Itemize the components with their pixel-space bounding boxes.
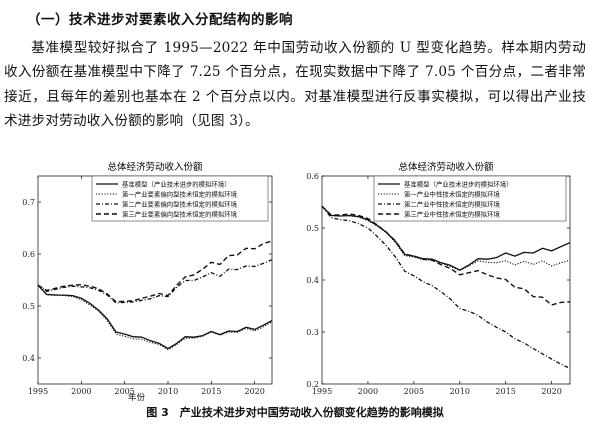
y-tick-label: 0.4 [306, 276, 319, 285]
y-tick-label: 0.2 [306, 380, 319, 389]
figure-caption: 图 3 产业技术进步对中国劳动收入份额变化趋势的影响模拟 [146, 406, 444, 419]
y-tick-label: 0.5 [22, 302, 35, 311]
legend: 基准模型（产业技术进步的模拟环境）第一产业要素偏向型技术恒定的模拟环境第二产业要… [91, 175, 269, 222]
legend-label: 第一产业要素偏向型技术恒定的模拟环境 [122, 189, 238, 198]
legend-label: 第二产业要素偏向型技术恒定的模拟环境 [122, 199, 238, 208]
x-tick-label: 2010 [158, 387, 178, 396]
x-tick-label: 1995 [312, 387, 332, 396]
chart-title: 总体经济劳动收入份额 [107, 161, 203, 173]
paragraph-text: 基准模型较好拟合了 1995—2022 年中国劳动收入份额的 U 型变化趋势。样… [4, 40, 586, 129]
y-tick-label: 0.4 [22, 354, 35, 363]
legend-label: 第二产业中性技术恒定的模拟环境 [404, 199, 500, 208]
chart-1: 总体经济劳动收入份额 0.4 0.5 0.6 0.7 1995 2000 2005 2010 20… [22, 161, 273, 396]
x-tick-label: 2000 [71, 387, 91, 396]
body-paragraph: 基准模型较好拟合了 1995—2022 年中国劳动收入份额的 U 型变化趋势。样… [4, 36, 586, 133]
legend-label: 基准模型（产业技术进步的模拟环境） [122, 179, 231, 188]
x-tick-label: 2000 [358, 387, 378, 396]
x-tick-label: 2010 [450, 387, 470, 396]
chart-2: 总体经济劳动收入份额 0.2 0.3 0.4 0.5 0.6 1995 2000 2005 201… [306, 161, 571, 396]
series-line-3 [321, 205, 571, 369]
series-line-3 [37, 259, 273, 304]
y-tick-label: 0.7 [22, 198, 35, 207]
legend-label: 基准模型（产业技术进步的模拟环境） [404, 179, 513, 188]
x-tick-label: 1995 [28, 387, 48, 396]
legend-label: 第三产业中性技术恒定的模拟环境 [404, 209, 500, 218]
series-line-2 [37, 284, 273, 351]
x-axis-label: 年份 [128, 393, 146, 403]
x-tick-label: 2005 [114, 387, 134, 396]
y-tick-label: 0.6 [22, 250, 35, 259]
legend-box [373, 175, 567, 222]
legend-label: 第三产业要素偏向型技术恒定的模拟环境 [122, 209, 238, 218]
legend-box [91, 175, 269, 222]
x-tick-label: 2005 [404, 387, 424, 396]
series-line-2 [321, 205, 571, 272]
y-tick-label: 0.6 [306, 172, 319, 181]
series-line-1 [37, 284, 273, 350]
x-tick-label: 2020 [244, 387, 264, 396]
y-tick-label: 0.5 [306, 224, 319, 233]
y-tick-label: 0.3 [306, 328, 319, 337]
x-tick-label: 2020 [541, 387, 561, 396]
x-tick-label: 2015 [201, 387, 221, 396]
series-line-4 [321, 205, 571, 306]
series-line-1 [321, 205, 571, 271]
series-line-4 [37, 240, 273, 303]
legend: 基准模型（产业技术进步的模拟环境）第一产业中性技术恒定的模拟环境第二产业中性技术… [373, 175, 567, 222]
legend-label: 第一产业中性技术恒定的模拟环境 [404, 189, 500, 198]
chart-title: 总体经济劳动收入份额 [398, 161, 494, 173]
x-tick-label: 2015 [496, 387, 516, 396]
section-heading: （一）技术进步对要素收入分配结构的影响 [27, 12, 293, 28]
